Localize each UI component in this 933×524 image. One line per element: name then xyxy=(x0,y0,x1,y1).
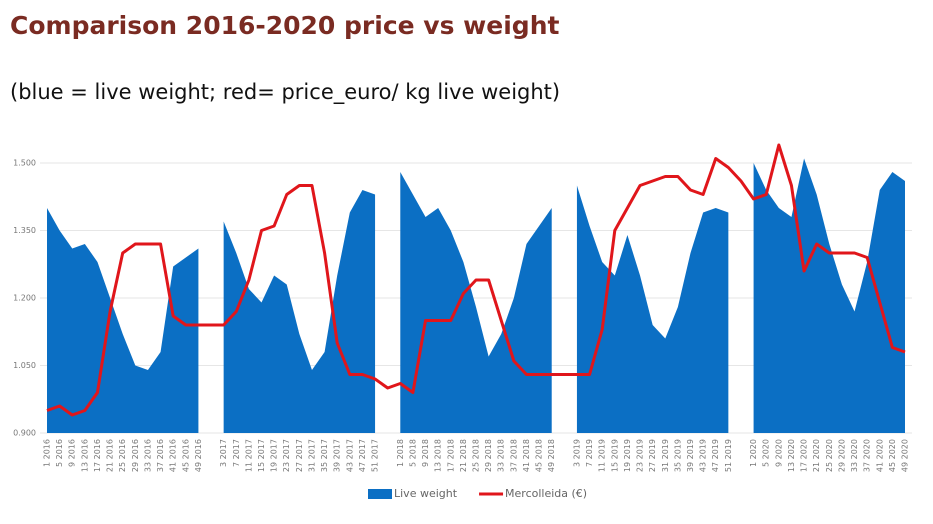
chart-subtitle: (blue = live weight; red= price_euro/ kg… xyxy=(10,80,560,105)
x-tick-label: 13 2020 xyxy=(787,439,796,472)
x-tick-label: 47 2017 xyxy=(358,439,367,472)
x-tick-label: 5 2018 xyxy=(408,439,417,467)
x-tick-label: 15 2017 xyxy=(257,439,266,472)
x-tick-label: 7 2019 xyxy=(585,439,594,467)
x-tick-label: 43 2017 xyxy=(345,439,354,472)
x-tick-label: 35 2019 xyxy=(673,439,682,472)
x-tick-label: 1 2016 xyxy=(43,439,52,467)
weight-area xyxy=(400,172,552,433)
x-tick-label: 25 2016 xyxy=(118,439,127,472)
weight-area xyxy=(576,185,729,433)
x-tick-label: 33 2020 xyxy=(850,439,859,472)
y-tick-label: 1.350 xyxy=(13,226,36,235)
x-tick-label: 41 2018 xyxy=(522,439,531,472)
x-tick-label: 19 2019 xyxy=(623,439,632,472)
x-tick-label: 27 2019 xyxy=(648,439,657,472)
y-tick-label: 0.900 xyxy=(13,429,36,438)
x-tick-label: 17 2020 xyxy=(800,439,809,472)
x-tick-label: 23 2017 xyxy=(282,439,291,472)
x-tick-label: 1 2018 xyxy=(396,439,405,467)
x-tick-label: 41 2016 xyxy=(169,439,178,472)
y-tick-label: 1.050 xyxy=(13,361,36,370)
x-tick-label: 45 2020 xyxy=(888,439,897,472)
x-tick-label: 25 2018 xyxy=(472,439,481,472)
x-tick-label: 25 2020 xyxy=(825,439,834,472)
x-tick-label: 5 2016 xyxy=(55,439,64,467)
x-tick-label: 31 2017 xyxy=(307,439,316,472)
x-tick-label: 41 2020 xyxy=(875,439,884,472)
x-tick-label: 13 2016 xyxy=(80,439,89,472)
x-tick-label: 21 2018 xyxy=(459,439,468,472)
y-tick-label: 1.200 xyxy=(13,294,36,303)
weight-area xyxy=(753,158,905,433)
x-tick-label: 45 2016 xyxy=(181,439,190,472)
x-tick-label: 29 2020 xyxy=(837,439,846,472)
x-tick-label: 51 2019 xyxy=(724,439,733,472)
x-tick-label: 21 2020 xyxy=(812,439,821,472)
x-tick-label: 37 2020 xyxy=(863,439,872,472)
legend-label: Mercolleida (€) xyxy=(505,487,587,500)
x-tick-label: 9 2018 xyxy=(421,439,430,467)
x-tick-label: 9 2020 xyxy=(774,439,783,467)
x-tick-label: 37 2018 xyxy=(509,439,518,472)
x-tick-label: 29 2016 xyxy=(131,439,140,472)
x-tick-label: 3 2017 xyxy=(219,439,228,467)
x-tick-label: 7 2017 xyxy=(232,439,241,467)
x-tick-label: 47 2019 xyxy=(711,439,720,472)
x-tick-label: 17 2018 xyxy=(446,439,455,472)
x-tick-label: 19 2017 xyxy=(270,439,279,472)
x-tick-label: 35 2017 xyxy=(320,439,329,472)
x-tick-label: 27 2017 xyxy=(295,439,304,472)
x-tick-label: 37 2016 xyxy=(156,439,165,472)
x-tick-label: 13 2018 xyxy=(434,439,443,472)
x-tick-label: 9 2016 xyxy=(68,439,77,467)
chart-title: Comparison 2016-2020 price vs weight xyxy=(10,11,560,40)
x-tick-label: 33 2016 xyxy=(143,439,152,472)
x-tick-label: 45 2018 xyxy=(535,439,544,472)
x-tick-label: 39 2017 xyxy=(333,439,342,472)
x-tick-label: 49 2020 xyxy=(901,439,910,472)
legend-swatch xyxy=(368,489,392,499)
x-tick-label: 29 2018 xyxy=(484,439,493,472)
weight-area xyxy=(223,190,376,433)
x-tick-label: 1 2020 xyxy=(749,439,758,467)
x-tick-label: 49 2016 xyxy=(194,439,203,472)
x-tick-label: 21 2016 xyxy=(106,439,115,472)
x-tick-label: 43 2019 xyxy=(699,439,708,472)
x-tick-label: 5 2020 xyxy=(762,439,771,467)
x-tick-label: 3 2019 xyxy=(572,439,581,467)
x-tick-label: 15 2019 xyxy=(610,439,619,472)
x-tick-label: 17 2016 xyxy=(93,439,102,472)
weight-area xyxy=(47,208,199,433)
price-line xyxy=(46,143,906,417)
x-tick-label: 11 2017 xyxy=(244,439,253,472)
x-tick-label: 51 2017 xyxy=(371,439,380,472)
x-tick-label: 31 2019 xyxy=(661,439,670,472)
legend-label: Live weight xyxy=(394,487,458,500)
x-tick-label: 23 2019 xyxy=(636,439,645,472)
x-tick-label: 49 2018 xyxy=(547,439,556,472)
y-tick-label: 1.500 xyxy=(13,159,36,168)
x-tick-label: 33 2018 xyxy=(497,439,506,472)
x-tick-label: 39 2019 xyxy=(686,439,695,472)
x-tick-label: 11 2019 xyxy=(598,439,607,472)
